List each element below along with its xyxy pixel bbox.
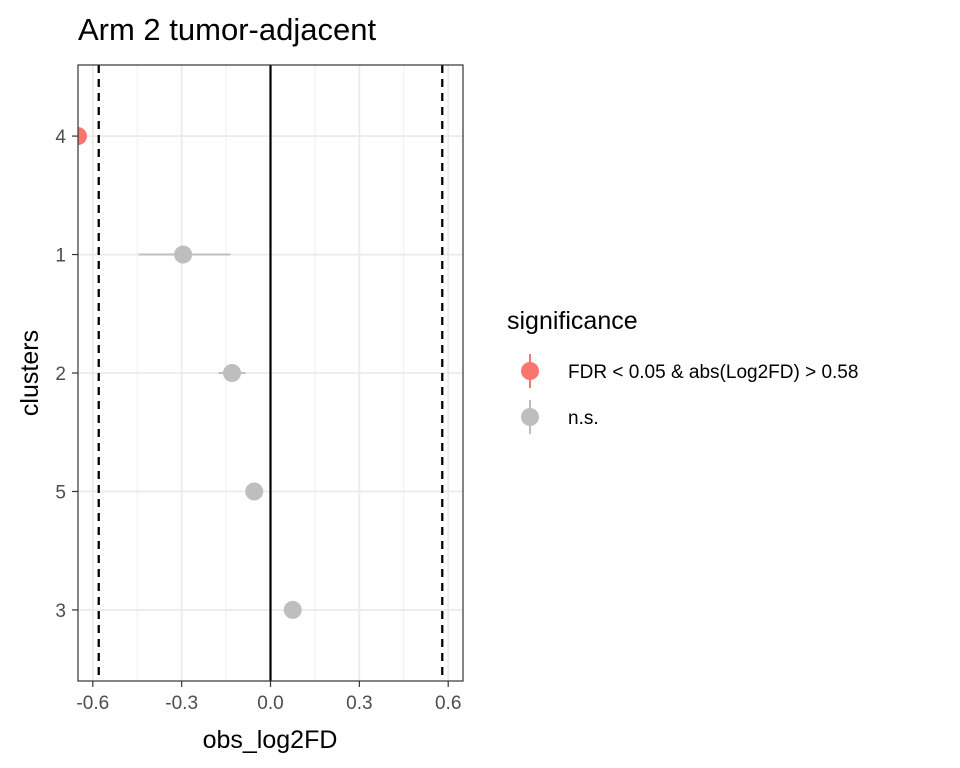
x-axis-title: obs_log2FD — [203, 726, 338, 754]
y-tick-label: 5 — [55, 482, 66, 503]
y-tick-label: 1 — [55, 246, 66, 267]
x-tick-label: 0.3 — [346, 693, 372, 714]
data-point — [174, 245, 193, 264]
data-points — [78, 127, 302, 619]
y-tick-label: 4 — [55, 127, 66, 148]
legend-key-point — [521, 408, 539, 426]
x-tick-label: 0.0 — [257, 693, 283, 714]
legend: significance FDR < 0.05 & abs(Log2FD) > … — [507, 307, 858, 434]
legend-entry: FDR < 0.05 & abs(Log2FD) > 0.58 — [521, 354, 858, 388]
data-point — [78, 127, 87, 146]
data-point — [223, 364, 241, 382]
y-tick-label: 3 — [55, 601, 66, 622]
x-axis: -0.6 -0.3 0.0 0.3 0.6 — [76, 681, 461, 714]
chart-title: Arm 2 tumor-adjacent — [78, 12, 376, 47]
legend-title: significance — [507, 307, 638, 335]
x-tick-label: 0.6 — [435, 693, 461, 714]
legend-key-point — [521, 362, 539, 380]
reference-lines — [97, 65, 444, 681]
data-point — [245, 482, 264, 501]
legend-entry: n.s. — [521, 400, 599, 434]
data-point — [283, 600, 302, 619]
legend-label: FDR < 0.05 & abs(Log2FD) > 0.58 — [568, 362, 858, 383]
x-tick-label: -0.6 — [76, 693, 109, 714]
x-tick-label: -0.3 — [165, 693, 198, 714]
y-axis-title: clusters — [16, 330, 44, 416]
y-tick-label: 2 — [55, 364, 66, 385]
legend-label: n.s. — [568, 408, 599, 429]
y-axis: 4 1 2 5 3 — [55, 127, 78, 622]
